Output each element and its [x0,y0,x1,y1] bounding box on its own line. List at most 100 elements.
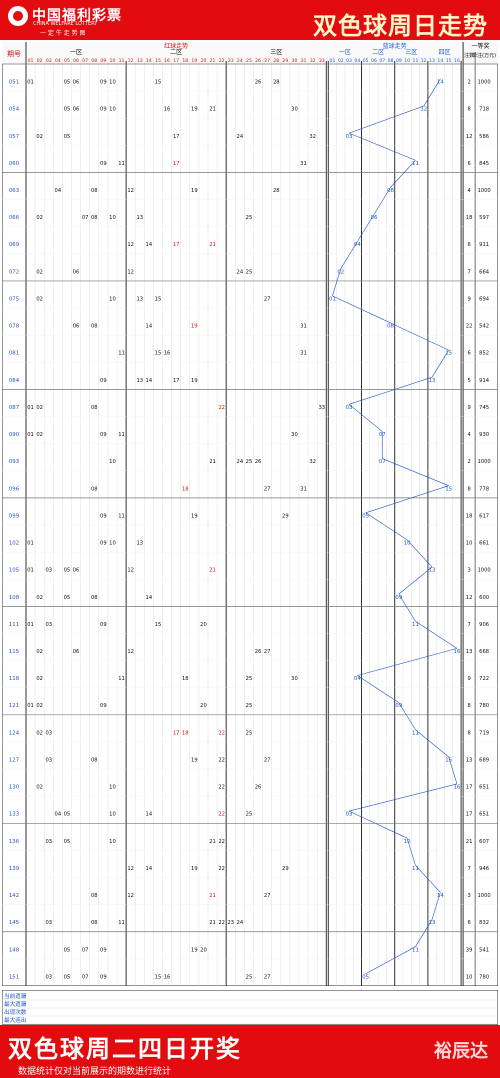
red-number-header: 22 [219,58,225,64]
red-number-header: 25 [246,58,252,64]
red-ball: 15 [155,622,162,628]
trend-chart: 期号 红球走势 蓝球走势 一等奖 注数 单注(万元) 一区 二区 三区 一区 二区 三区 四区 01 02 0… [1,41,499,987]
issue-number: 151 [9,974,19,980]
issue-number: 105 [9,568,19,574]
red-ball: 09 [100,513,107,519]
blue-trend-line [357,214,375,242]
blue-trend-line [431,349,449,378]
brand-name: 中国福利彩票 [32,8,122,24]
prize-amount: 694 [479,296,490,302]
red-ball: 29 [282,513,289,519]
red-number-header: 12 [128,58,134,64]
prize-count: 7 [467,622,470,628]
red-number-header: 08 [91,58,97,64]
blue-ball: 04 [354,242,361,248]
red-ball: 01 [27,541,34,547]
red-ball: 22 [218,920,225,926]
blue-trend-line [348,783,458,812]
summary-row-label: 出现次数 [4,1008,27,1016]
red-ball: 16 [164,351,171,357]
blue-number-header: 04 [354,58,360,64]
prize-count: 9 [467,296,470,302]
red-number-header: 02 [37,58,43,64]
red-ball: 09 [100,161,107,167]
issue-number: 072 [9,269,19,275]
issue-number: 096 [9,486,20,492]
red-ball: 21 [209,568,216,574]
red-ball: 02 [36,649,43,655]
blue-number-header: 13 [429,58,435,64]
issue-number: 066 [9,215,20,221]
red-ball: 18 [182,486,189,492]
brand-name-en: CHINA WELFARE LOTTERY [33,21,98,27]
red-ball: 14 [146,242,153,248]
red-ball: 33 [318,405,325,411]
red-ball: 05 [64,974,71,980]
blue-ball: 15 [445,757,452,763]
red-ball: 11 [118,513,125,519]
red-ball: 31 [300,351,307,357]
prize-count: 7 [467,866,470,872]
issue-number: 057 [9,134,19,140]
prize-count: 8 [467,730,470,736]
issue-number: 121 [9,703,19,709]
red-ball: 03 [45,622,52,628]
red-ball: 18 [182,676,189,682]
blue-trend-line [415,729,449,758]
red-ball: 02 [36,269,43,275]
red-ball: 02 [36,703,43,709]
red-ball: 23 [227,920,234,926]
blue-ball: 03 [346,405,353,411]
red-ball: 09 [100,703,107,709]
red-ball: 10 [109,296,116,302]
blue-trend-line [365,512,408,541]
red-ball: 08 [91,757,98,763]
blue-ball: 05 [362,974,369,980]
red-ball: 05 [64,812,71,818]
blue-number-header: 02 [338,58,344,64]
blue-number-header: 06 [371,58,377,64]
prize-count: 17 [466,812,473,818]
red-ball: 26 [255,80,262,86]
red-number-header: 24 [237,58,243,64]
red-ball: 03 [45,757,52,763]
issue-number: 060 [9,161,20,167]
red-ball: 17 [173,242,180,248]
red-ball: 22 [218,405,225,411]
blue-trend-line [340,241,358,269]
red-ball: 19 [191,378,198,384]
prize-count: 8 [467,703,470,709]
prize-count: 8 [467,107,470,113]
blue-trend-line [357,675,400,703]
red-ball: 05 [64,134,71,140]
blue-number-header: 10 [404,58,410,64]
summary-row-label: 最大连出 [4,1016,26,1024]
prize-amount-header: 单注(万元) [472,52,496,59]
prize-amount: 1000 [477,459,490,465]
prize-amount: 689 [479,757,489,763]
blue-trend-line [357,648,458,676]
issue-number: 111 [9,622,19,628]
red-ball: 21 [209,920,216,926]
red-ball: 12 [127,893,134,899]
summary-section: 当前遗漏 最大遗漏 出现次数 最大连出 [1,989,499,1026]
prize-count: 9 [467,405,470,411]
issue-number: 108 [9,595,20,601]
red-ball: 19 [191,947,198,953]
prize-count: 5 [467,378,470,384]
red-ball: 09 [100,622,107,628]
author-sign: 裕辰达 [434,1041,488,1062]
prize-amount: 722 [479,676,489,682]
red-ball: 25 [246,812,253,818]
prize-count: 4 [467,188,471,194]
blue-trend-line [431,892,441,920]
red-ball: 22 [218,785,225,791]
red-ball: 22 [218,730,225,736]
prize-count: 12 [466,595,473,601]
red-ball: 06 [73,107,80,113]
red-ball: 03 [45,730,52,736]
blue-ball: 15 [445,486,452,492]
red-ball: 32 [309,459,316,465]
red-number-header: 32 [310,58,316,64]
